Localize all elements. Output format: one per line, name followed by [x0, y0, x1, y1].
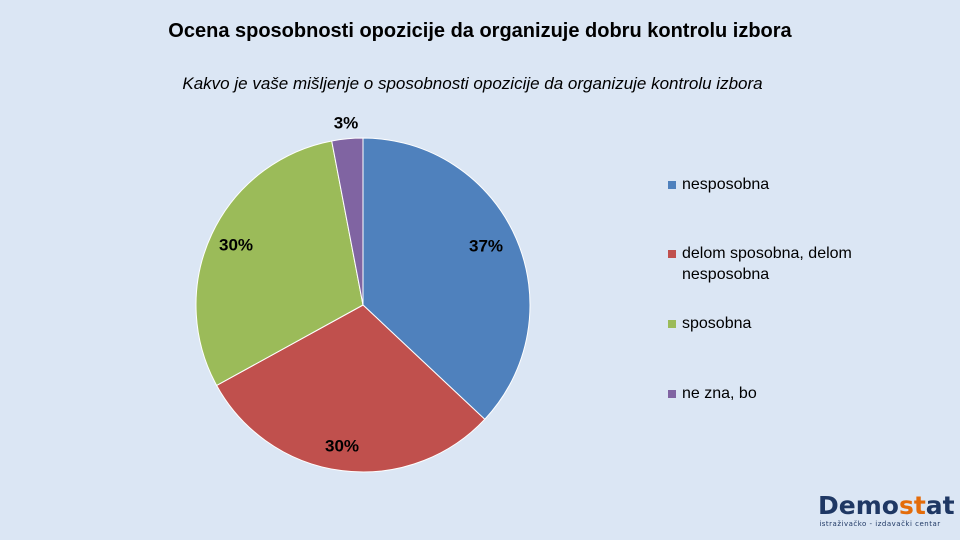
- pie-slice-ne-zna: [331, 137, 364, 306]
- legend-item-ne-zna: ne zna, bo: [668, 383, 757, 404]
- legend-swatch-nesposobna: [668, 181, 676, 189]
- logo-tagline: istraživačko - izdavački centar: [819, 520, 941, 528]
- pie-slice-nesposobna: [362, 137, 531, 421]
- pie-slice-sposobna: [195, 140, 364, 387]
- legend-label: ne zna, bo: [682, 385, 757, 402]
- pie-slice-delom: [215, 304, 486, 473]
- data-label-sposobna: 30%: [219, 235, 253, 254]
- logo-name: Demostat: [818, 491, 955, 520]
- legend-swatch-ne-zna: [668, 390, 676, 398]
- chart-subtitle: Kakvo je vaše mišljenje o sposobnosti op…: [182, 74, 763, 93]
- data-label-delom: 30%: [325, 436, 359, 455]
- legend-label: nesposobna: [682, 176, 770, 193]
- legend-item-delom: delom sposobna, delom nesposobna: [668, 243, 852, 285]
- legend-item-nesposobna: nesposobna: [668, 174, 769, 195]
- data-label-nesposobna: 37%: [469, 236, 503, 255]
- demostat-logo: Demostat istraživačko - izdavački centar: [818, 491, 955, 529]
- chart-title: Ocena sposobnosti opozicije da organizuj…: [168, 20, 792, 42]
- data-label-ne-zna: 3%: [334, 113, 359, 132]
- legend-swatch-delom: [668, 250, 676, 258]
- legend-swatch-sposobna: [668, 320, 676, 328]
- legend-label: sposobna: [682, 315, 752, 332]
- legend-label: delom sposobna, delom nesposobna: [682, 245, 852, 283]
- legend-item-sposobna: sposobna: [668, 313, 751, 334]
